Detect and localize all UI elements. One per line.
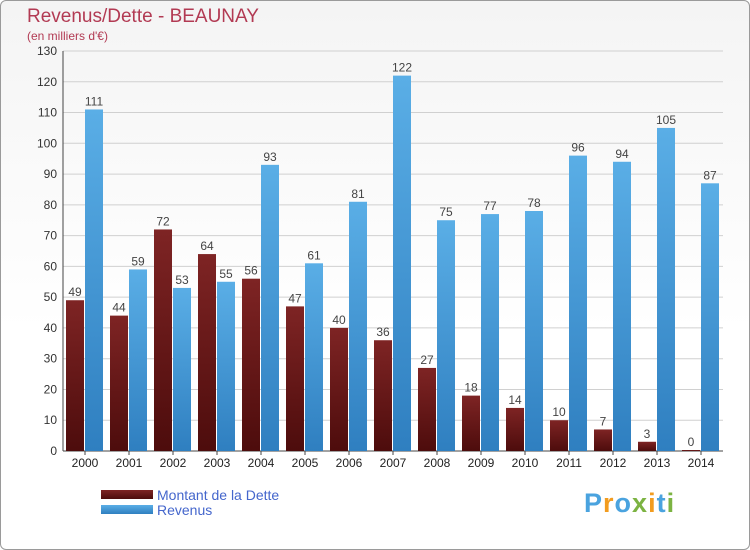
data-label: 111 [85, 94, 104, 108]
bar-revenus [85, 109, 103, 451]
data-label: 14 [508, 393, 522, 407]
x-tick-label: 2008 [424, 456, 451, 470]
data-label: 47 [288, 291, 302, 305]
x-tick-label: 2005 [292, 456, 319, 470]
y-tick-label: 100 [37, 136, 57, 150]
chart-title: Revenus/Dette - BEAUNAY [27, 6, 259, 27]
y-tick-label: 0 [50, 444, 57, 458]
legend-label-dette: Montant de la Dette [157, 487, 280, 503]
data-label: 7 [600, 414, 607, 428]
x-tick-label: 2004 [248, 456, 275, 470]
x-tick-label: 2000 [72, 456, 99, 470]
x-tick-label: 2007 [380, 456, 407, 470]
x-tick-label: 2012 [600, 456, 627, 470]
bar-revenus [613, 161, 631, 451]
x-tick-label: 2006 [336, 456, 363, 470]
bar-revenus [657, 127, 675, 451]
y-tick-label: 10 [44, 413, 58, 427]
x-tick-label: 2011 [556, 456, 582, 470]
y-tick-label: 90 [44, 167, 58, 181]
data-label: 81 [351, 187, 365, 201]
bar-revenus [701, 183, 719, 452]
x-tick-label: 2014 [688, 456, 715, 470]
data-label: 55 [219, 267, 233, 281]
bar-revenus [525, 211, 543, 451]
legend-label-revenus: Revenus [157, 502, 213, 518]
data-label: 27 [420, 353, 434, 367]
y-tick-label: 120 [37, 75, 57, 89]
data-label: 93 [263, 150, 277, 164]
bar-revenus [129, 269, 147, 451]
bar-revenus [217, 281, 235, 451]
bar-dette [286, 306, 304, 451]
y-tick-label: 110 [38, 106, 57, 120]
data-label: 64 [200, 239, 214, 253]
bar-dette [638, 441, 656, 451]
bar-dette [110, 315, 128, 451]
bar-dette [66, 300, 84, 451]
data-label: 96 [571, 141, 585, 155]
bar-dette [154, 229, 172, 451]
y-tick-label: 70 [44, 229, 58, 243]
data-label: 72 [156, 214, 170, 228]
data-label: 56 [244, 264, 258, 278]
data-label: 49 [68, 285, 82, 299]
x-tick-label: 2002 [160, 456, 187, 470]
x-tick-label: 2010 [512, 456, 539, 470]
bar-dette [242, 278, 260, 451]
chart-subtitle: (en milliers d'€) [27, 29, 108, 43]
proxiti-logo: Proxiti [584, 488, 676, 518]
bar-dette [198, 254, 216, 451]
bar-revenus [481, 214, 499, 451]
data-label: 105 [656, 113, 676, 127]
bar-dette [462, 395, 480, 451]
data-label: 10 [552, 405, 566, 419]
data-label: 0 [688, 435, 695, 449]
legend-swatch-revenus [101, 505, 153, 514]
bar-revenus [349, 201, 367, 451]
data-label: 78 [527, 196, 541, 210]
legend-swatch-dette [101, 490, 153, 499]
y-tick-label: 60 [44, 259, 58, 273]
bar-revenus [305, 263, 323, 451]
bar-revenus [261, 164, 279, 451]
bar-dette [682, 450, 700, 451]
data-label: 18 [464, 381, 478, 395]
y-tick-label: 20 [44, 382, 58, 396]
y-tick-label: 130 [37, 44, 57, 58]
data-label: 59 [131, 254, 145, 268]
bar-revenus [393, 75, 411, 451]
bar-dette [550, 420, 568, 451]
x-tick-label: 2013 [644, 456, 671, 470]
x-tick-label: 2009 [468, 456, 495, 470]
bar-dette [506, 407, 524, 451]
data-label: 75 [439, 205, 453, 219]
x-tick-label: 2001 [116, 456, 143, 470]
y-tick-label: 80 [44, 198, 58, 212]
x-tick-label: 2003 [204, 456, 231, 470]
bar-dette [330, 327, 348, 451]
data-label: 61 [307, 248, 321, 262]
data-label: 40 [332, 313, 346, 327]
bar-dette [418, 367, 436, 451]
bar-revenus [173, 287, 191, 451]
data-label: 53 [175, 273, 189, 287]
y-tick-label: 30 [44, 352, 58, 366]
data-label: 44 [112, 301, 126, 315]
y-tick-label: 50 [44, 290, 58, 304]
bar-revenus [569, 155, 587, 451]
bar-revenus [437, 220, 455, 451]
bar-dette [374, 340, 392, 451]
data-label: 77 [483, 199, 497, 213]
data-label: 122 [392, 61, 412, 75]
data-label: 3 [644, 427, 651, 441]
bar-dette [594, 429, 612, 451]
data-label: 36 [376, 325, 390, 339]
data-label: 94 [615, 147, 629, 161]
data-label: 87 [703, 168, 717, 182]
y-tick-label: 40 [44, 321, 58, 335]
